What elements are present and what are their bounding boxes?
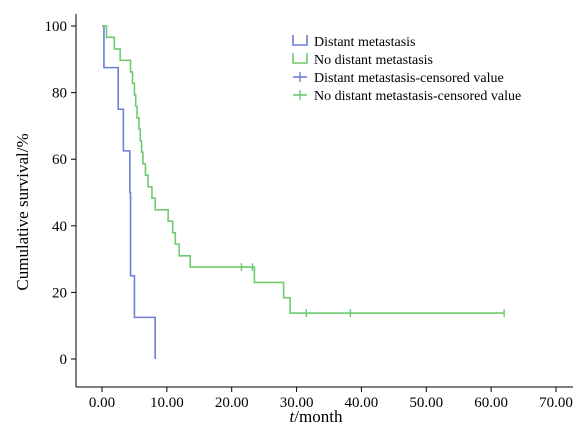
x-tick-label: 10.00 [150,395,184,411]
x-tick-label: 20.00 [215,395,249,411]
y-tick-label: 40 [52,219,67,235]
y-tick-label: 80 [52,86,67,102]
x-tick-label: 40.00 [345,395,379,411]
x-axis-label: t/month [290,407,343,426]
legend-label: No distant metastasis-censored value [314,89,521,104]
legend: Distant metastasis No distant metastasis D… [293,35,521,104]
legend-label: Distant metastasis-censored value [314,71,504,86]
legend-label: No distant metastasis [314,53,433,68]
survival-curve-distant [102,26,155,359]
legend-label: Distant metastasis [314,35,416,50]
y-tick-label: 60 [52,152,67,168]
y-axis-label: Cumulative survival/% [13,133,32,290]
y-tick-label: 20 [52,285,67,301]
x-tick-label: 0.00 [89,395,115,411]
x-tick-label: 70.00 [539,395,573,411]
legend-swatch-distant [293,35,307,45]
survival-curve-no_distant [102,26,504,313]
y-tick-label: 0 [60,352,68,368]
y-tick-label: 100 [45,19,68,35]
x-tick-label: 60.00 [474,395,508,411]
legend-swatch-no_distant [293,53,307,63]
x-axis-label-unit: /month [294,407,343,426]
x-tick-label: 50.00 [409,395,443,411]
